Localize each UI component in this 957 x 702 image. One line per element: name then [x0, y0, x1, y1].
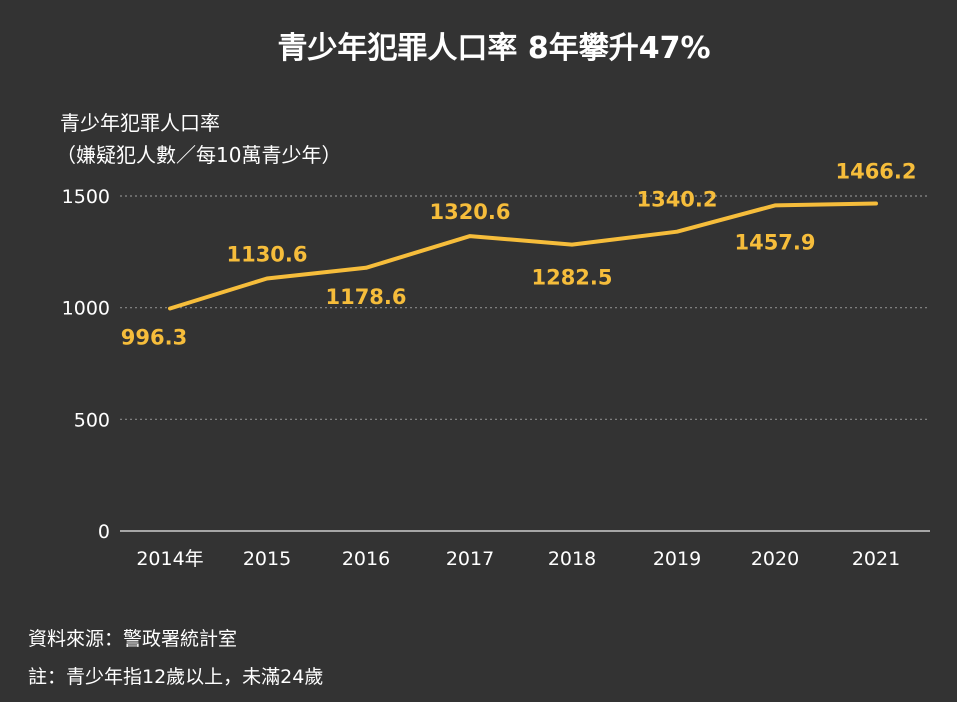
data-labels: 996.3 1130.6 1178.6 1320.6 1282.5 1340.2 1457.… — [121, 160, 917, 350]
data-label: 1340.2 — [636, 188, 717, 212]
x-tick-label: 2019 — [653, 548, 701, 570]
data-label: 1178.6 — [325, 285, 406, 309]
y-tick-labels: 0 500 1000 1500 — [62, 186, 110, 543]
series-line — [168, 201, 878, 311]
y-tick-label: 1500 — [62, 186, 110, 208]
source-note: 資料來源：警政署統計室 — [28, 628, 237, 650]
x-tick-label: 2014年 — [136, 548, 203, 570]
gridlines — [120, 195, 930, 420]
data-label: 1130.6 — [226, 242, 307, 266]
x-tick-label: 2020 — [751, 548, 799, 570]
x-tick-label: 2021 — [852, 548, 900, 570]
x-tick-label: 2018 — [548, 548, 596, 570]
y-tick-label: 0 — [98, 521, 110, 543]
data-label: 1466.2 — [835, 160, 916, 184]
footnote: 註：青少年指12歲以上，未滿24歲 — [28, 666, 323, 688]
x-tick-label: 2017 — [446, 548, 494, 570]
data-label: 1282.5 — [531, 266, 612, 290]
chart-title: 青少年犯罪人口率 8年攀升47% — [277, 31, 710, 66]
x-tick-label: 2016 — [342, 548, 390, 570]
y-axis-label-sub: （嫌疑犯人數／每10萬青少年） — [56, 143, 341, 167]
data-label: 1320.6 — [429, 200, 510, 224]
x-tick-labels: 2014年 2015 2016 2017 2018 2019 2020 2021 — [136, 548, 900, 570]
data-label: 996.3 — [121, 325, 187, 349]
y-axis-label: 青少年犯罪人口率 — [60, 111, 220, 135]
y-tick-label: 1000 — [62, 298, 110, 320]
x-tick-label: 2015 — [243, 548, 291, 570]
y-tick-label: 500 — [74, 409, 110, 431]
data-label: 1457.9 — [734, 230, 815, 254]
